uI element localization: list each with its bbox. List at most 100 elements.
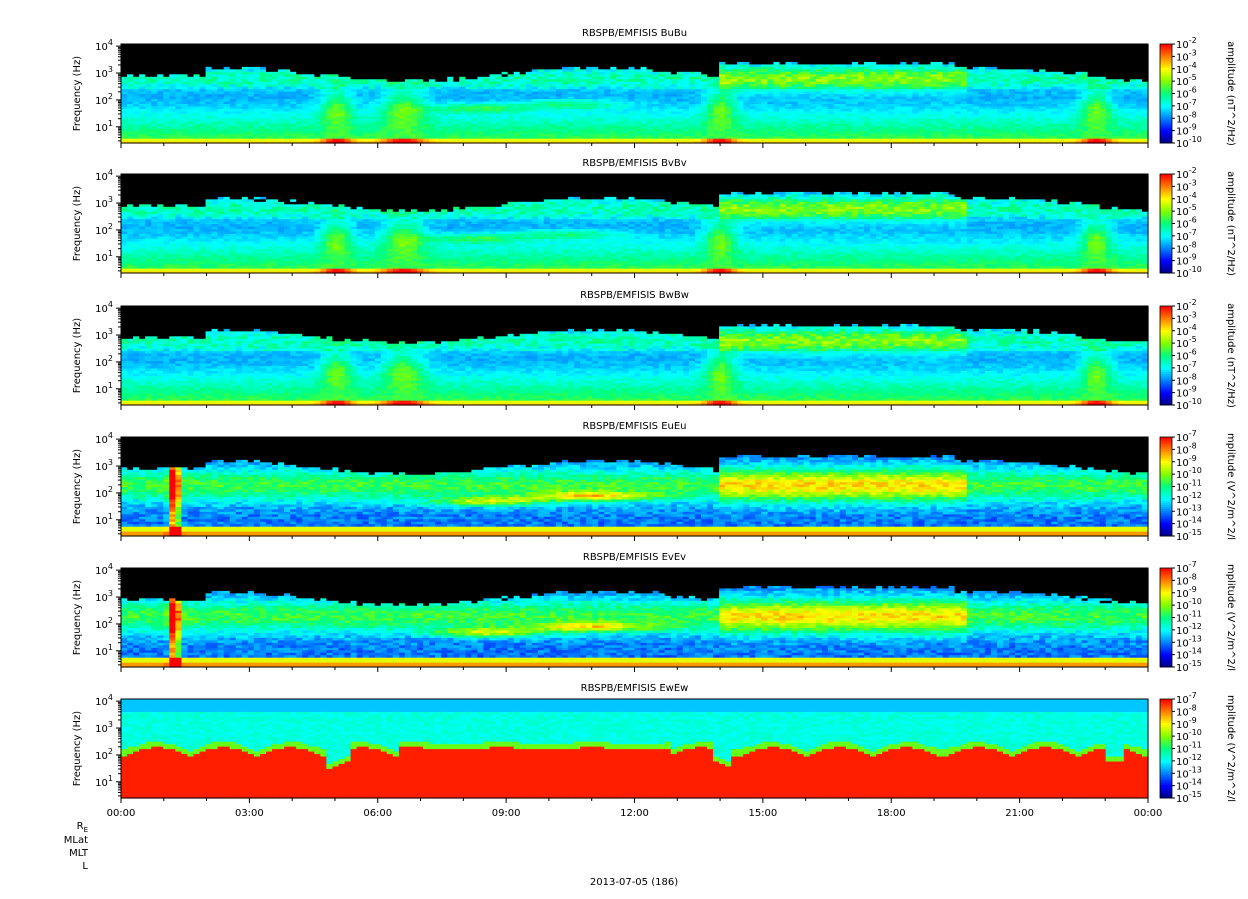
heatmap-cell (338, 81, 346, 85)
heatmap-cell (296, 88, 303, 92)
heatmap-cell (193, 73, 201, 77)
heatmap-cell (259, 128, 267, 132)
heatmap-cell (259, 73, 267, 77)
heatmap-cell (223, 135, 231, 139)
heatmap-cell (320, 113, 327, 117)
heatmap-cell (344, 130, 352, 134)
heatmap-cell (121, 95, 128, 100)
heatmap-cell (314, 61, 321, 65)
heatmap-cell (199, 140, 207, 144)
heatmap-cell (163, 58, 170, 62)
heatmap-cell (139, 140, 146, 144)
heatmap-cell (223, 130, 231, 134)
heatmap-cell (127, 76, 134, 80)
heatmap-cell (344, 120, 352, 124)
heatmap-cell (157, 46, 164, 50)
heatmap-cell (278, 118, 285, 122)
heatmap-cell (151, 130, 158, 134)
heatmap-cell (187, 81, 195, 85)
heatmap-cell (278, 135, 285, 139)
heatmap-cell (193, 86, 201, 90)
heatmap-cell (259, 115, 267, 119)
heatmap-cell (151, 115, 158, 119)
heatmap-cell (284, 51, 291, 55)
heatmap-cell (290, 88, 297, 92)
heatmap-cell (199, 76, 207, 80)
heatmap-cell (223, 93, 231, 97)
heatmap-cell (296, 140, 303, 144)
heatmap-cell (326, 93, 334, 97)
heatmap-cell (229, 68, 237, 72)
heatmap-cell (169, 133, 176, 137)
heatmap-cell (211, 78, 219, 82)
heatmap-cell (338, 100, 346, 104)
heatmap-cell (344, 118, 352, 122)
heatmap-cell (133, 105, 140, 109)
heatmap-cell (181, 103, 189, 107)
heatmap-cell (296, 130, 303, 134)
heatmap-cell (265, 56, 273, 60)
heatmap-cell (217, 68, 225, 72)
heatmap-cell (223, 138, 231, 142)
heatmap-cell (193, 71, 201, 75)
heatmap-cell (241, 86, 249, 90)
heatmap-cell (169, 86, 176, 90)
heatmap-cell (344, 88, 352, 92)
heatmap-cell (169, 51, 176, 55)
heatmap-cell (344, 105, 352, 109)
heatmap-cell (320, 100, 327, 104)
heatmap-cell (127, 110, 134, 114)
heatmap-cell (241, 125, 249, 129)
heatmap-cell (211, 93, 219, 97)
heatmap-cell (205, 93, 213, 97)
heatmap-cell (235, 100, 243, 104)
heatmap-cell (241, 53, 249, 57)
heatmap-cell (217, 73, 225, 77)
heatmap-cell (338, 95, 346, 100)
heatmap-cell (151, 100, 158, 104)
heatmap-cell (272, 133, 279, 137)
heatmap-cell (320, 46, 327, 50)
heatmap-cell (211, 118, 219, 122)
heatmap-cell (151, 138, 158, 142)
heatmap-cell (290, 115, 297, 119)
heatmap-cell (187, 133, 195, 137)
heatmap-cell (235, 86, 243, 90)
heatmap-cell (338, 91, 346, 95)
heatmap-cell (290, 63, 297, 67)
heatmap-cell (284, 110, 291, 114)
heatmap-cell (211, 83, 219, 87)
heatmap-cell (151, 93, 158, 97)
heatmap-cell (133, 133, 140, 137)
heatmap-cell (199, 118, 207, 122)
heatmap-cell (302, 51, 309, 55)
heatmap-cell (217, 44, 225, 48)
heatmap-cell (199, 93, 207, 97)
heatmap-cell (133, 93, 140, 97)
heatmap-cell (121, 115, 128, 119)
heatmap-cell (169, 56, 176, 60)
heatmap-cell (272, 78, 279, 82)
heatmap-cell (193, 46, 201, 50)
heatmap-cell (284, 118, 291, 122)
heatmap-cell (205, 140, 213, 144)
heatmap-cell (199, 83, 207, 87)
heatmap-cell (181, 58, 189, 62)
heatmap-cell (241, 118, 249, 122)
heatmap-cell (308, 128, 315, 132)
heatmap-cell (127, 44, 134, 48)
heatmap-cell (332, 71, 340, 75)
heatmap-cell (272, 73, 279, 77)
heatmap-cell (133, 53, 140, 57)
heatmap-cell (121, 103, 128, 107)
heatmap-cell (247, 120, 255, 124)
heatmap-cell (235, 93, 243, 97)
heatmap-cell (223, 88, 231, 92)
heatmap-cell (181, 73, 189, 77)
heatmap-cell (187, 91, 195, 95)
heatmap-cell (235, 128, 243, 132)
heatmap-cell (229, 120, 237, 124)
heatmap-cell (133, 58, 140, 62)
heatmap-cell (338, 105, 346, 109)
heatmap-cell (259, 78, 267, 82)
